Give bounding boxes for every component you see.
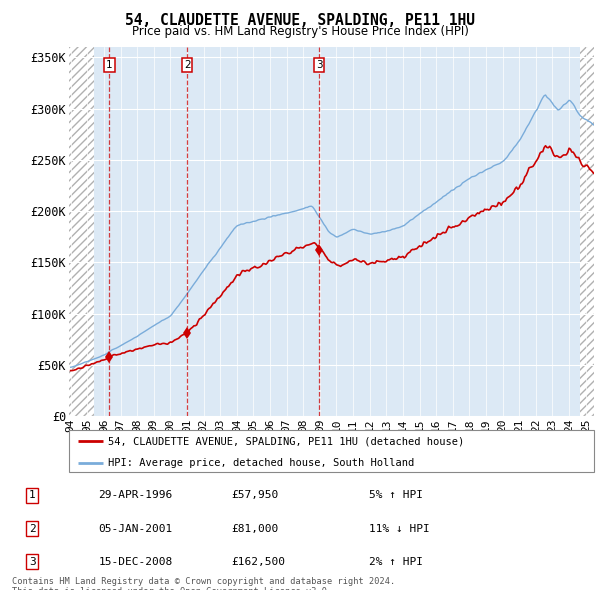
Text: 54, CLAUDETTE AVENUE, SPALDING, PE11 1HU: 54, CLAUDETTE AVENUE, SPALDING, PE11 1HU — [125, 13, 475, 28]
Text: 15-DEC-2008: 15-DEC-2008 — [98, 556, 173, 566]
Text: HPI: Average price, detached house, South Holland: HPI: Average price, detached house, Sout… — [109, 458, 415, 468]
Text: 3: 3 — [29, 556, 35, 566]
Bar — [580, 47, 594, 416]
Text: Price paid vs. HM Land Registry's House Price Index (HPI): Price paid vs. HM Land Registry's House … — [131, 25, 469, 38]
FancyBboxPatch shape — [69, 430, 594, 472]
Text: 05-JAN-2001: 05-JAN-2001 — [98, 523, 173, 533]
Text: 2% ↑ HPI: 2% ↑ HPI — [369, 556, 423, 566]
Text: 3: 3 — [316, 60, 323, 70]
Text: 2: 2 — [29, 523, 35, 533]
Text: Contains HM Land Registry data © Crown copyright and database right 2024.
This d: Contains HM Land Registry data © Crown c… — [12, 577, 395, 590]
Text: 1: 1 — [106, 60, 113, 70]
Text: 1: 1 — [29, 490, 35, 500]
Bar — [69, 47, 94, 416]
Text: £81,000: £81,000 — [231, 523, 278, 533]
Text: 11% ↓ HPI: 11% ↓ HPI — [369, 523, 430, 533]
Bar — [69, 47, 94, 416]
Text: 29-APR-1996: 29-APR-1996 — [98, 490, 173, 500]
Text: 5% ↑ HPI: 5% ↑ HPI — [369, 490, 423, 500]
Text: 54, CLAUDETTE AVENUE, SPALDING, PE11 1HU (detached house): 54, CLAUDETTE AVENUE, SPALDING, PE11 1HU… — [109, 437, 464, 447]
Text: 2: 2 — [184, 60, 190, 70]
Text: £162,500: £162,500 — [231, 556, 285, 566]
Text: £57,950: £57,950 — [231, 490, 278, 500]
Bar — [580, 47, 594, 416]
